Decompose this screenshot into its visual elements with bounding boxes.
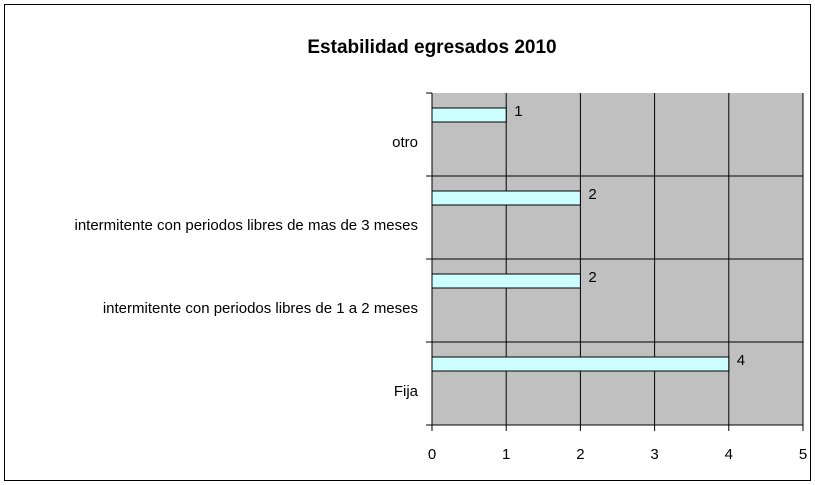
x-tick-label: 2 [576, 446, 584, 463]
x-tick-label: 4 [725, 446, 733, 463]
chart-title: Estabilidad egresados 2010 [307, 37, 556, 58]
bar [431, 107, 507, 123]
value-label: 2 [588, 186, 596, 203]
y-tick-label: otro [392, 133, 418, 151]
y-tick-label: intermitente con periodos libres de mas … [74, 216, 418, 234]
y-tick-label: Fija [393, 382, 418, 400]
x-tick-label: 5 [799, 446, 807, 463]
category-label-box: Fija [18, 381, 418, 403]
x-tick-label: 3 [650, 446, 658, 463]
bar [431, 190, 581, 206]
x-tick-label: 1 [502, 446, 510, 463]
bar [431, 273, 581, 289]
value-label: 4 [737, 352, 745, 369]
value-label: 2 [588, 269, 596, 286]
category-label-box: intermitente con periodos libres de mas … [18, 215, 418, 237]
category-label-box: intermitente con periodos libres de 1 a … [18, 298, 418, 320]
bar [431, 356, 730, 372]
x-tick-label: 0 [428, 446, 436, 463]
category-label-box: otro [18, 132, 418, 154]
value-label: 1 [514, 103, 522, 120]
y-tick-label: intermitente con periodos libres de 1 a … [102, 299, 418, 317]
